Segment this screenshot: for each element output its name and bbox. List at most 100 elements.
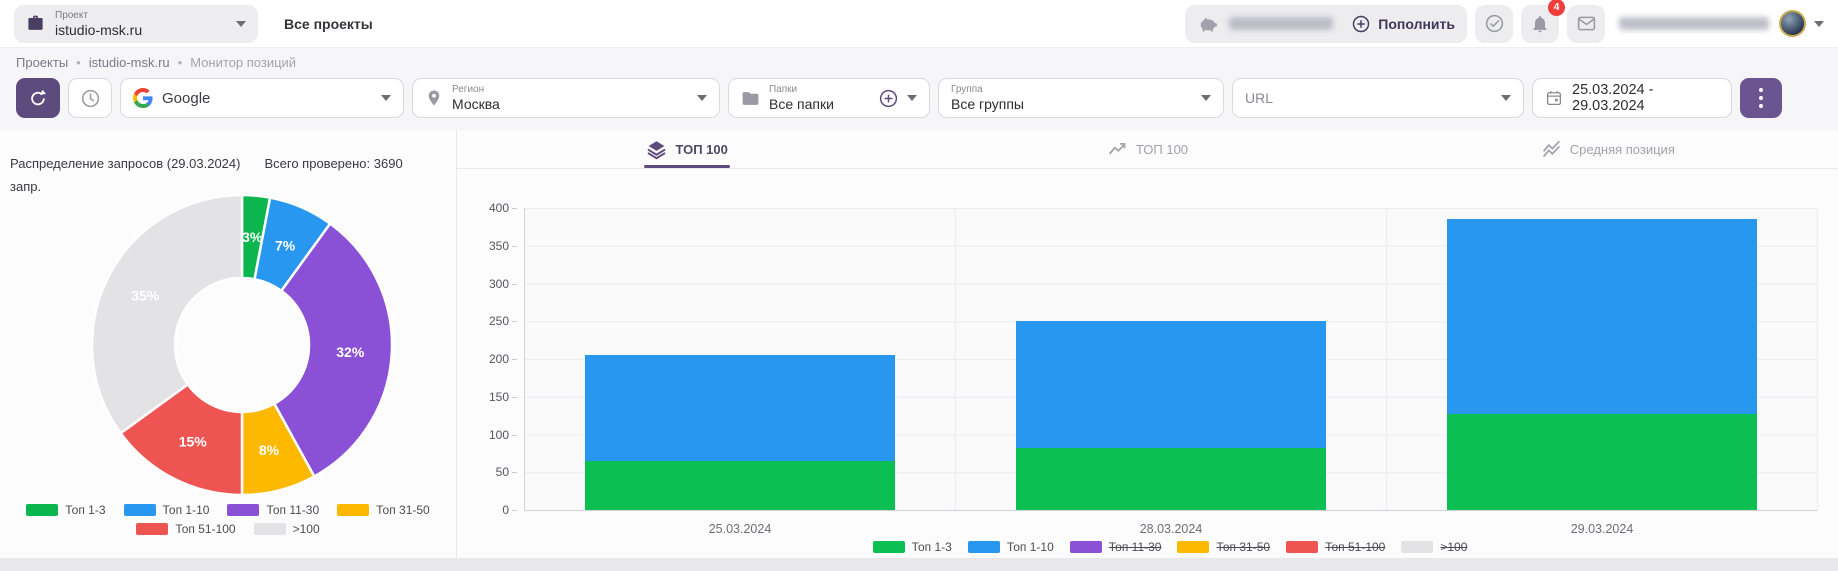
briefcase-icon	[26, 14, 45, 33]
legend-item[interactable]: Топ 11-30	[1069, 540, 1162, 554]
bar-slot[interactable]: 28.03.2024	[956, 208, 1387, 536]
y-tick-label: 200	[488, 352, 509, 366]
folder-icon	[741, 89, 760, 108]
legend-swatch	[1401, 541, 1434, 553]
legend-item[interactable]: Топ 1-3	[26, 503, 106, 517]
project-value: istudio-msk.ru	[55, 21, 143, 38]
legend-label: Топ 31-50	[1216, 540, 1271, 554]
distribution-donut-chart[interactable]: 3% 7% 32% 8% 15% 35%	[89, 192, 395, 498]
breadcrumb-separator: •	[76, 54, 81, 70]
legend-swatch	[227, 504, 260, 516]
all-projects-link[interactable]: Все проекты	[284, 15, 373, 32]
top-header: Проект istudio-msk.ru Все проекты Пополн…	[0, 0, 1838, 48]
topup-button[interactable]: Пополнить	[1351, 14, 1455, 34]
project-selector[interactable]: Проект istudio-msk.ru	[14, 4, 258, 43]
plus-circle-icon	[1351, 14, 1371, 34]
history-button[interactable]	[68, 78, 112, 118]
breadcrumb-project[interactable]: istudio-msk.ru	[88, 54, 170, 70]
y-tick-label: 150	[488, 389, 509, 404]
search-engine-select[interactable]: Google	[120, 78, 404, 118]
bar-segment[interactable]	[585, 460, 895, 510]
legend-item[interactable]: Топ 1-10	[967, 540, 1054, 554]
date-range-picker[interactable]: 25.03.2024 - 29.03.2024	[1532, 78, 1732, 118]
legend-swatch	[1286, 541, 1319, 553]
legend-item[interactable]: Топ 31-50	[1177, 540, 1270, 554]
tab-top100-stacked[interactable]: ТОП 100	[457, 130, 917, 168]
search-engine-value: Google	[162, 89, 211, 107]
account-menu-caret-icon[interactable]	[1814, 20, 1824, 27]
avatar[interactable]	[1779, 10, 1806, 37]
active-tab-underline	[644, 165, 731, 168]
donut-segment[interactable]	[90, 193, 244, 435]
legend-swatch	[1069, 541, 1102, 553]
filters-toolbar: Google Регион Москва Папки Все папки Гру…	[0, 76, 1838, 130]
stacked-bar[interactable]	[585, 208, 895, 510]
legend-swatch	[123, 504, 156, 516]
legend-swatch	[337, 504, 370, 516]
y-tick-label: 400	[488, 201, 509, 215]
legend-label: Топ 11-30	[1108, 540, 1162, 554]
legend-item[interactable]: >100	[1401, 540, 1467, 554]
bar-chart-legend: Топ 1-3 Топ 1-10 Топ 11-30 Топ 31-50 Топ 51-…	[524, 540, 1816, 554]
donut-percentage-label: 15%	[179, 434, 208, 450]
chevron-down-icon	[1501, 95, 1511, 101]
chevron-down-icon	[697, 95, 707, 101]
tab-top100-lines[interactable]: ТОП 100	[917, 130, 1377, 168]
distribution-panel: Распределение запросов (29.03.2024) Всего…	[0, 130, 456, 558]
refresh-button[interactable]	[16, 78, 60, 118]
legend-item[interactable]: Топ 1-3	[872, 540, 952, 554]
groups-value: Все группы	[951, 96, 1024, 112]
legend-label: Топ 51-100	[175, 522, 236, 536]
bell-icon	[1530, 14, 1550, 34]
legend-item[interactable]: Топ 31-50	[337, 503, 430, 517]
tab-label: ТОП 100	[1135, 141, 1189, 157]
groups-select[interactable]: Группа Все группы	[938, 78, 1224, 118]
url-select[interactable]: URL	[1232, 78, 1524, 118]
donut-percentage-label: 7%	[275, 237, 296, 253]
add-folder-icon[interactable]	[878, 88, 899, 109]
bar-segment[interactable]	[1016, 321, 1326, 449]
breadcrumb-projects[interactable]: Проекты	[16, 54, 69, 70]
messages-button[interactable]	[1567, 4, 1605, 43]
legend-label: Топ 1-3	[911, 540, 952, 554]
mail-icon	[1576, 13, 1597, 34]
distribution-title-text: Распределение запросов (29.03.2024)	[10, 156, 241, 171]
y-tick-label: 350	[488, 238, 509, 253]
bar-segment[interactable]	[1447, 219, 1757, 415]
donut-segment[interactable]	[272, 221, 394, 479]
legend-item[interactable]: Топ 51-100	[1286, 540, 1385, 554]
folders-value: Все папки	[769, 96, 834, 112]
breadcrumb-current: Монитор позиций	[190, 54, 297, 70]
more-options-button[interactable]	[1740, 78, 1782, 118]
legend-swatch	[26, 504, 59, 516]
stacked-bar[interactable]	[1447, 208, 1757, 510]
bar-segment[interactable]	[585, 355, 895, 461]
stacked-bar[interactable]	[1016, 208, 1326, 510]
breadcrumb: Проекты • istudio-msk.ru • Монитор позиц…	[0, 48, 1838, 76]
tab-label: Средняя позиция	[1569, 141, 1675, 157]
bar-chart-plot[interactable]: 25.03.2024 28.03.2024 29.03.2024	[524, 208, 1818, 536]
bar-slot[interactable]: 25.03.2024	[525, 208, 956, 536]
bar-segment[interactable]	[1016, 448, 1326, 510]
y-tick-label: 0	[502, 503, 509, 517]
x-axis-label: 25.03.2024	[708, 522, 772, 536]
tasks-button[interactable]	[1475, 4, 1513, 43]
bar-segment[interactable]	[1447, 414, 1757, 510]
region-select[interactable]: Регион Москва	[412, 78, 720, 118]
notifications-button[interactable]: 4	[1521, 0, 1565, 43]
donut-percentage-label: 8%	[259, 442, 280, 458]
chevron-down-icon	[381, 95, 391, 101]
x-axis-label: 29.03.2024	[1570, 522, 1634, 536]
check-circle-icon	[1484, 13, 1505, 34]
legend-item[interactable]: Топ 1-10	[123, 503, 209, 517]
legend-swatch	[872, 541, 905, 553]
legend-item[interactable]: >100	[253, 522, 320, 536]
legend-item[interactable]: Топ 11-30	[227, 503, 319, 517]
bar-slot[interactable]: 29.03.2024	[1387, 208, 1817, 536]
piggy-bank-icon	[1197, 13, 1219, 35]
legend-item[interactable]: Топ 51-100	[136, 522, 236, 536]
tab-average-position[interactable]: Средняя позиция	[1378, 130, 1838, 168]
folders-select[interactable]: Папки Все папки	[728, 78, 930, 118]
chart-tabs: ТОП 100 ТОП 100 Средняя позиция	[457, 130, 1838, 169]
location-pin-icon	[425, 89, 443, 107]
